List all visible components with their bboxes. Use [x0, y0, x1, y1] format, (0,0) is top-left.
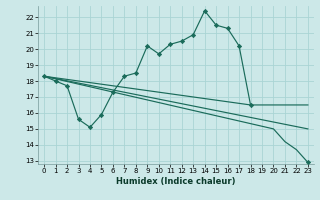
- X-axis label: Humidex (Indice chaleur): Humidex (Indice chaleur): [116, 177, 236, 186]
